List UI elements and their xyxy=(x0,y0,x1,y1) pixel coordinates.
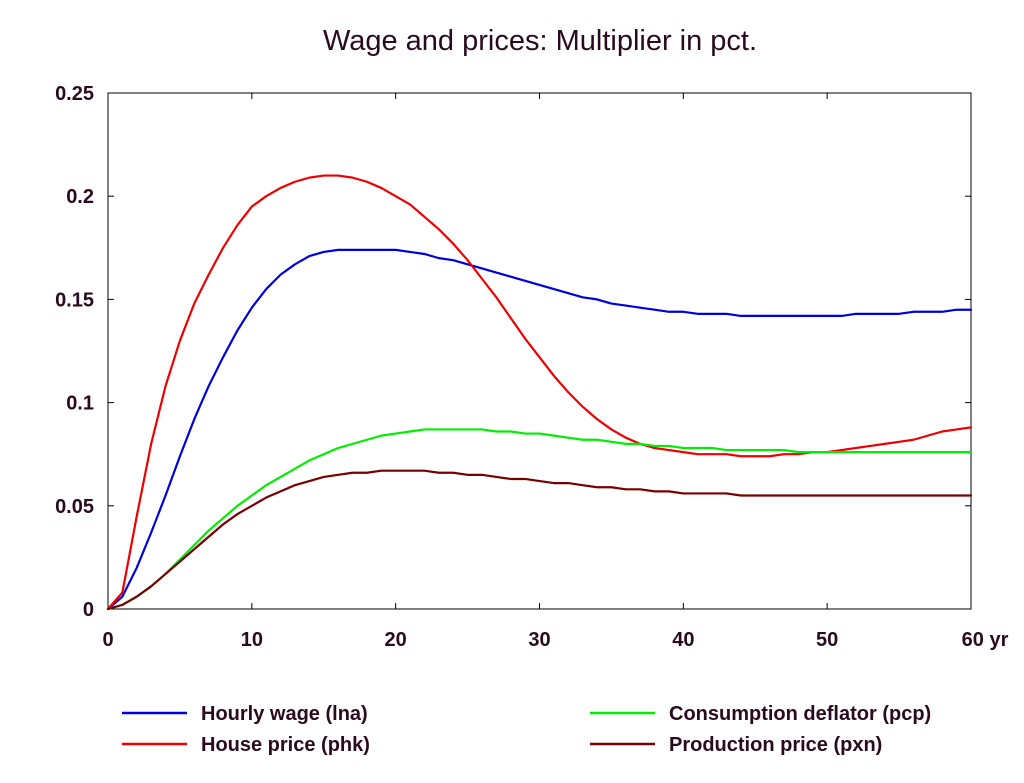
y-tick-label: 0.1 xyxy=(66,393,94,415)
legend-label-1: Hourly wage (lna) xyxy=(201,703,368,725)
plot-frame xyxy=(107,92,972,610)
series-line-4 xyxy=(106,469,973,611)
legend-label-3: Consumption deflator (pcp) xyxy=(669,703,931,725)
y-tick-label: 0.15 xyxy=(55,289,94,311)
x-tick-label: 10 xyxy=(241,629,263,651)
y-tick-label: 0 xyxy=(83,599,94,621)
axes: 0 0.05 0.1 0.15 0.2 0.25 0 10 20 30 40 50 60 yr xyxy=(55,83,1009,651)
x-tick-label: 30 xyxy=(528,629,550,651)
series-layer xyxy=(106,174,973,611)
x-tick-label: 50 xyxy=(816,629,838,651)
x-tick-label: 40 xyxy=(672,629,694,651)
y-tick-label: 0.05 xyxy=(55,496,94,518)
legend-label-2: House price (phk) xyxy=(201,734,370,756)
x-tick-label: 0 xyxy=(102,629,113,651)
series-line-1 xyxy=(106,248,973,611)
series-line-3 xyxy=(106,428,973,611)
y-tick-label: 0.2 xyxy=(66,186,94,208)
legend: Hourly wage (lna) House price (phk) Consum… xyxy=(122,703,931,756)
x-tick-label: 60 yr xyxy=(962,629,1009,651)
y-tick-label: 0.25 xyxy=(55,83,94,105)
series-line-2 xyxy=(106,174,973,611)
x-tick-label: 20 xyxy=(385,629,407,651)
legend-label-4: Production price (pxn) xyxy=(669,734,882,756)
chart-title: Wage and prices: Multiplier in pct. xyxy=(323,25,757,57)
